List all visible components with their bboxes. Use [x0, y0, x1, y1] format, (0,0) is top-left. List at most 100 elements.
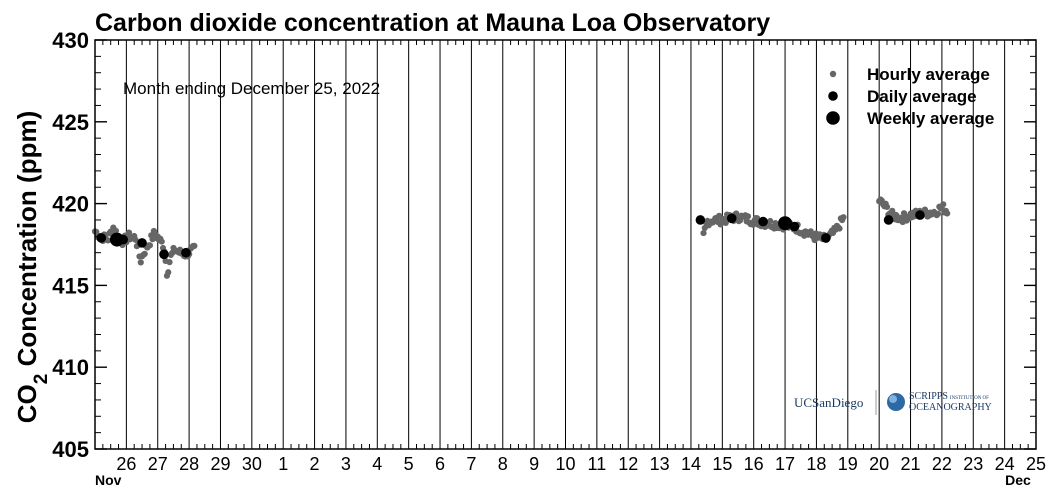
- plot-frame: [94, 39, 1037, 450]
- legend-label-weekly: Weekly average: [867, 109, 994, 128]
- legend-marker-weekly: [826, 111, 840, 125]
- daily-point: [96, 233, 107, 243]
- y-tick-label: 405: [52, 437, 89, 462]
- scripps-logo-bottom: OCEANOGRAPHY: [909, 402, 992, 413]
- hourly-point: [767, 217, 774, 225]
- legend-entry-weekly: Weekly average: [826, 109, 994, 128]
- y-axis-label-subscript: 2: [31, 374, 52, 385]
- hourly-point: [146, 242, 154, 249]
- hourly-point: [132, 236, 139, 243]
- legend-entry-daily: Daily average: [828, 87, 977, 106]
- weekly-point: [109, 232, 124, 247]
- x-tick-label: 2: [310, 454, 320, 474]
- hourly-point: [165, 269, 172, 276]
- x-tick-label: 22: [932, 454, 952, 474]
- daily-point: [159, 249, 169, 260]
- hourly-point: [112, 227, 120, 234]
- x-tick-label: 14: [681, 454, 701, 474]
- legend-entry-hourly: Hourly average: [829, 65, 990, 84]
- daily-point: [883, 215, 894, 225]
- ucsd-logo-text: UCSanDiego: [794, 395, 863, 410]
- x-tick-label: 21: [901, 454, 921, 474]
- x-tick-label: 24: [995, 454, 1015, 474]
- hourly-point: [125, 229, 133, 236]
- daily-point: [821, 233, 831, 243]
- daily-point: [915, 210, 925, 220]
- hourly-point: [191, 242, 198, 250]
- hourly-point: [700, 229, 707, 237]
- x-tick-label: 10: [555, 454, 575, 474]
- hourly-point: [104, 237, 112, 244]
- hourly-point: [166, 259, 173, 266]
- hourly-point: [158, 238, 165, 245]
- ucsd-logo: UCSanDiego: [794, 390, 877, 415]
- hourly-point: [934, 210, 942, 217]
- x-tick-label: 23: [963, 454, 983, 474]
- hourly-point: [883, 203, 891, 211]
- scripps-globe-icon: [887, 393, 905, 411]
- legend-label-daily: Daily average: [867, 87, 977, 106]
- x-tick-label: 4: [372, 454, 382, 474]
- x-tick-label: 30: [242, 454, 262, 474]
- y-tick-label: 430: [52, 28, 89, 53]
- legend-marker-daily: [828, 91, 838, 101]
- y-tick-label: 425: [52, 110, 89, 135]
- x-tick-label: 3: [341, 454, 351, 474]
- hourly-point: [744, 213, 752, 220]
- scripps-globe-highlight: [889, 395, 897, 403]
- chart-title: Carbon dioxide concentration at Mauna Lo…: [95, 9, 770, 37]
- daily-point: [789, 221, 800, 232]
- x-tick-label: 7: [466, 454, 476, 474]
- x-tick-label: 19: [838, 454, 858, 474]
- x-tick-label: 18: [806, 454, 826, 474]
- scripps-logo-top: SCRIPPS: [909, 391, 948, 402]
- x-tick-label: 6: [435, 454, 445, 474]
- x-tick-label: 8: [498, 454, 508, 474]
- daily-point: [758, 216, 768, 227]
- x-tick-label: 25: [1026, 454, 1046, 474]
- scripps-logo: SCRIPPS INSTITUTION OF OCEANOGRAPHY: [887, 391, 992, 413]
- x-tick-label: 16: [744, 454, 764, 474]
- y-tick-label: 415: [52, 273, 89, 298]
- y-tick-label: 420: [52, 192, 89, 217]
- hourly-point: [141, 250, 148, 258]
- x-tick-label: 17: [775, 454, 795, 474]
- y-tick-label: 410: [52, 355, 89, 380]
- hourly-point: [836, 225, 843, 232]
- weekly-series: [109, 216, 793, 247]
- x-tick-label: 1: [278, 454, 288, 474]
- x-tick-label: 11: [588, 454, 607, 474]
- daily-point: [695, 215, 706, 225]
- y-axis-label-main: CO: [12, 384, 42, 423]
- hourly-point: [940, 201, 947, 208]
- x-tick-label: 9: [529, 454, 539, 474]
- x-tick-label: 15: [712, 454, 732, 474]
- x-tick-label: 27: [148, 454, 168, 474]
- axes: 26 27 28 29 30 1 2 3 4 5 6 7 8 9 10 11 12 13 14 15 16 17 18 19 2…: [52, 28, 1046, 488]
- legend: Hourly average Daily average Weekly aver…: [826, 65, 994, 128]
- x-tick-label: 29: [210, 454, 230, 474]
- grid-layer: [125, 40, 1037, 449]
- x-tick-label: 5: [404, 454, 414, 474]
- daily-series: [96, 210, 925, 260]
- daily-point: [181, 247, 191, 258]
- y-axis-label-rest: Concentration (ppm): [12, 111, 42, 374]
- hourly-point: [840, 214, 847, 221]
- x-tick-label: 12: [618, 454, 638, 474]
- hourly-point: [944, 210, 951, 217]
- x-tick-label: 26: [116, 454, 136, 474]
- hourly-point: [137, 259, 144, 266]
- scripps-logo-small: INSTITUTION OF: [950, 396, 989, 401]
- month-label: Dec: [1005, 472, 1031, 488]
- daily-point: [726, 213, 737, 224]
- weekly-point: [778, 216, 793, 231]
- daily-point: [137, 238, 147, 248]
- svg-text:CO2 Concentration (ppm): CO2 Concentration (ppm): [12, 111, 52, 423]
- x-tick-label: 20: [869, 454, 889, 474]
- x-tick-label: 28: [179, 454, 199, 474]
- month-label: Nov: [95, 472, 122, 488]
- x-tick-label: 13: [650, 454, 670, 474]
- legend-label-hourly: Hourly average: [867, 65, 990, 84]
